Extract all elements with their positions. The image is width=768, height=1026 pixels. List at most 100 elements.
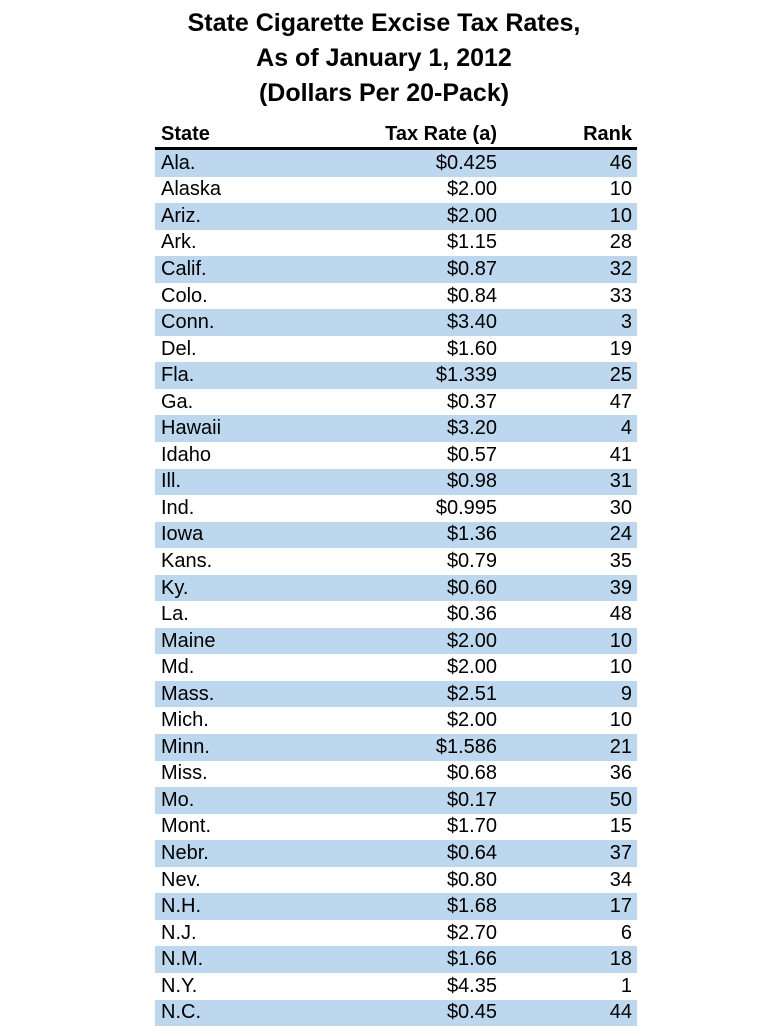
tax-rate-cell: $0.79: [335, 550, 497, 573]
state-cell: Nebr.: [155, 842, 335, 865]
state-cell: Maine: [155, 630, 335, 653]
page-title-line-2: As of January 1, 2012: [0, 41, 768, 76]
tax-rate-cell: $1.60: [335, 338, 497, 361]
state-cell: Fla.: [155, 364, 335, 387]
state-cell: Del.: [155, 338, 335, 361]
tax-rate-cell: $2.51: [335, 683, 497, 706]
state-cell: Ill.: [155, 470, 335, 493]
state-cell: Kans.: [155, 550, 335, 573]
tax-rate-cell: $3.20: [335, 417, 497, 440]
rank-cell: 28: [497, 231, 637, 254]
state-cell: N.Y.: [155, 975, 335, 998]
page-title-line-3: (Dollars Per 20-Pack): [0, 76, 768, 111]
state-cell: Md.: [155, 656, 335, 679]
tax-rate-cell: $0.80: [335, 869, 497, 892]
rank-cell: 10: [497, 178, 637, 201]
tax-rate-cell: $0.995: [335, 497, 497, 520]
state-cell: La.: [155, 603, 335, 626]
state-cell: Minn.: [155, 736, 335, 759]
state-cell: Ark.: [155, 231, 335, 254]
tax-rate-cell: $1.68: [335, 895, 497, 918]
tax-rate-cell: $1.36: [335, 523, 497, 546]
rank-cell: 10: [497, 630, 637, 653]
tax-rate-cell: $0.17: [335, 789, 497, 812]
state-cell: N.C.: [155, 1001, 335, 1024]
tax-rate-cell: $3.40: [335, 311, 497, 334]
tax-rate-cell: $1.70: [335, 815, 497, 838]
state-cell: N.M.: [155, 948, 335, 971]
tax-rate-cell: $2.00: [335, 205, 497, 228]
tax-rate-cell: $4.35: [335, 975, 497, 998]
state-cell: Alaska: [155, 178, 335, 201]
table-header-row: State Tax Rate (a) Rank: [155, 121, 637, 150]
state-cell: Iowa: [155, 523, 335, 546]
rank-cell: 3: [497, 311, 637, 334]
rank-cell: 10: [497, 709, 637, 732]
column-header-state: State: [155, 123, 335, 146]
tax-rate-cell: $0.57: [335, 444, 497, 467]
column-header-rank: Rank: [497, 123, 637, 146]
rank-cell: 10: [497, 656, 637, 679]
page-title: State Cigarette Excise Tax Rates, As of …: [0, 6, 768, 111]
tax-rate-cell: $0.37: [335, 391, 497, 414]
tax-rate-cell: $1.339: [335, 364, 497, 387]
tax-rate-cell: $0.87: [335, 258, 497, 281]
tax-rate-cell: $0.60: [335, 577, 497, 600]
rank-cell: 10: [497, 205, 637, 228]
rank-cell: 25: [497, 364, 637, 387]
rank-cell: 48: [497, 603, 637, 626]
tax-rate-cell: $0.36: [335, 603, 497, 626]
tax-rate-cell: $0.68: [335, 762, 497, 785]
state-cell: Idaho: [155, 444, 335, 467]
rank-cell: 41: [497, 444, 637, 467]
tax-rate-cell: $0.98: [335, 470, 497, 493]
rank-cell: 21: [497, 736, 637, 759]
rank-cell: 15: [497, 815, 637, 838]
state-cell: Conn.: [155, 311, 335, 334]
tax-rate-cell: $0.84: [335, 285, 497, 308]
rank-cell: 19: [497, 338, 637, 361]
state-cell: Mich.: [155, 709, 335, 732]
state-cell: Mo.: [155, 789, 335, 812]
state-cell: Mass.: [155, 683, 335, 706]
rank-cell: 44: [497, 1001, 637, 1024]
rank-cell: 47: [497, 391, 637, 414]
tax-rate-cell: $2.00: [335, 630, 497, 653]
rank-cell: 50: [497, 789, 637, 812]
state-cell: N.J.: [155, 922, 335, 945]
rank-cell: 33: [497, 285, 637, 308]
rank-cell: 34: [497, 869, 637, 892]
tax-rate-cell: $1.586: [335, 736, 497, 759]
rank-cell: 18: [497, 948, 637, 971]
state-cell: Hawaii: [155, 417, 335, 440]
rank-cell: 17: [497, 895, 637, 918]
tax-rate-cell: $0.45: [335, 1001, 497, 1024]
rank-cell: 39: [497, 577, 637, 600]
rank-cell: 6: [497, 922, 637, 945]
tax-rate-cell: $2.70: [335, 922, 497, 945]
rank-cell: 24: [497, 523, 637, 546]
tax-rate-cell: $1.15: [335, 231, 497, 254]
state-cell: Ala.: [155, 152, 335, 175]
